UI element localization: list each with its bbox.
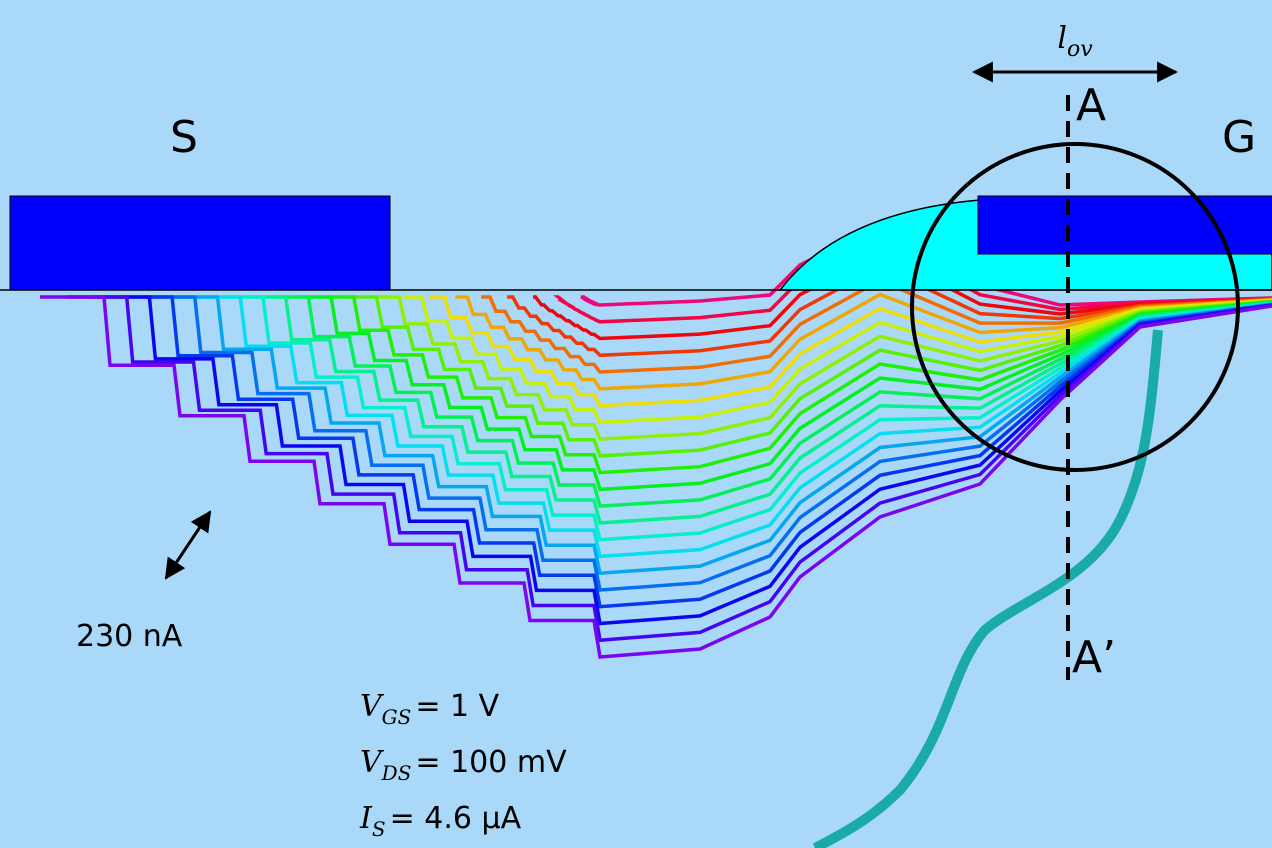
condition-subscript: S — [372, 817, 386, 841]
diagram: lov S G A A’ 230 nA VGS= 1 VVDS= 100 mVI… — [0, 0, 1272, 848]
condition-value: = 4.6 μA — [390, 801, 522, 836]
cut-top-label: A — [1076, 80, 1106, 131]
gate-label: G — [1222, 112, 1256, 163]
overlap-symbol: l — [1057, 21, 1067, 56]
condition-subscript: GS — [382, 705, 412, 729]
overlap-subscript: ov — [1067, 37, 1093, 62]
condition: VGS= 1 V — [360, 689, 500, 729]
condition-value: = 1 V — [415, 689, 499, 724]
source-electrode — [10, 196, 390, 290]
spacing-label: 230 nA — [76, 619, 183, 654]
cut-bottom-label: A’ — [1072, 632, 1116, 683]
source-label: S — [170, 112, 198, 163]
condition-value: = 100 mV — [415, 745, 567, 780]
condition-subscript: DS — [381, 761, 412, 785]
